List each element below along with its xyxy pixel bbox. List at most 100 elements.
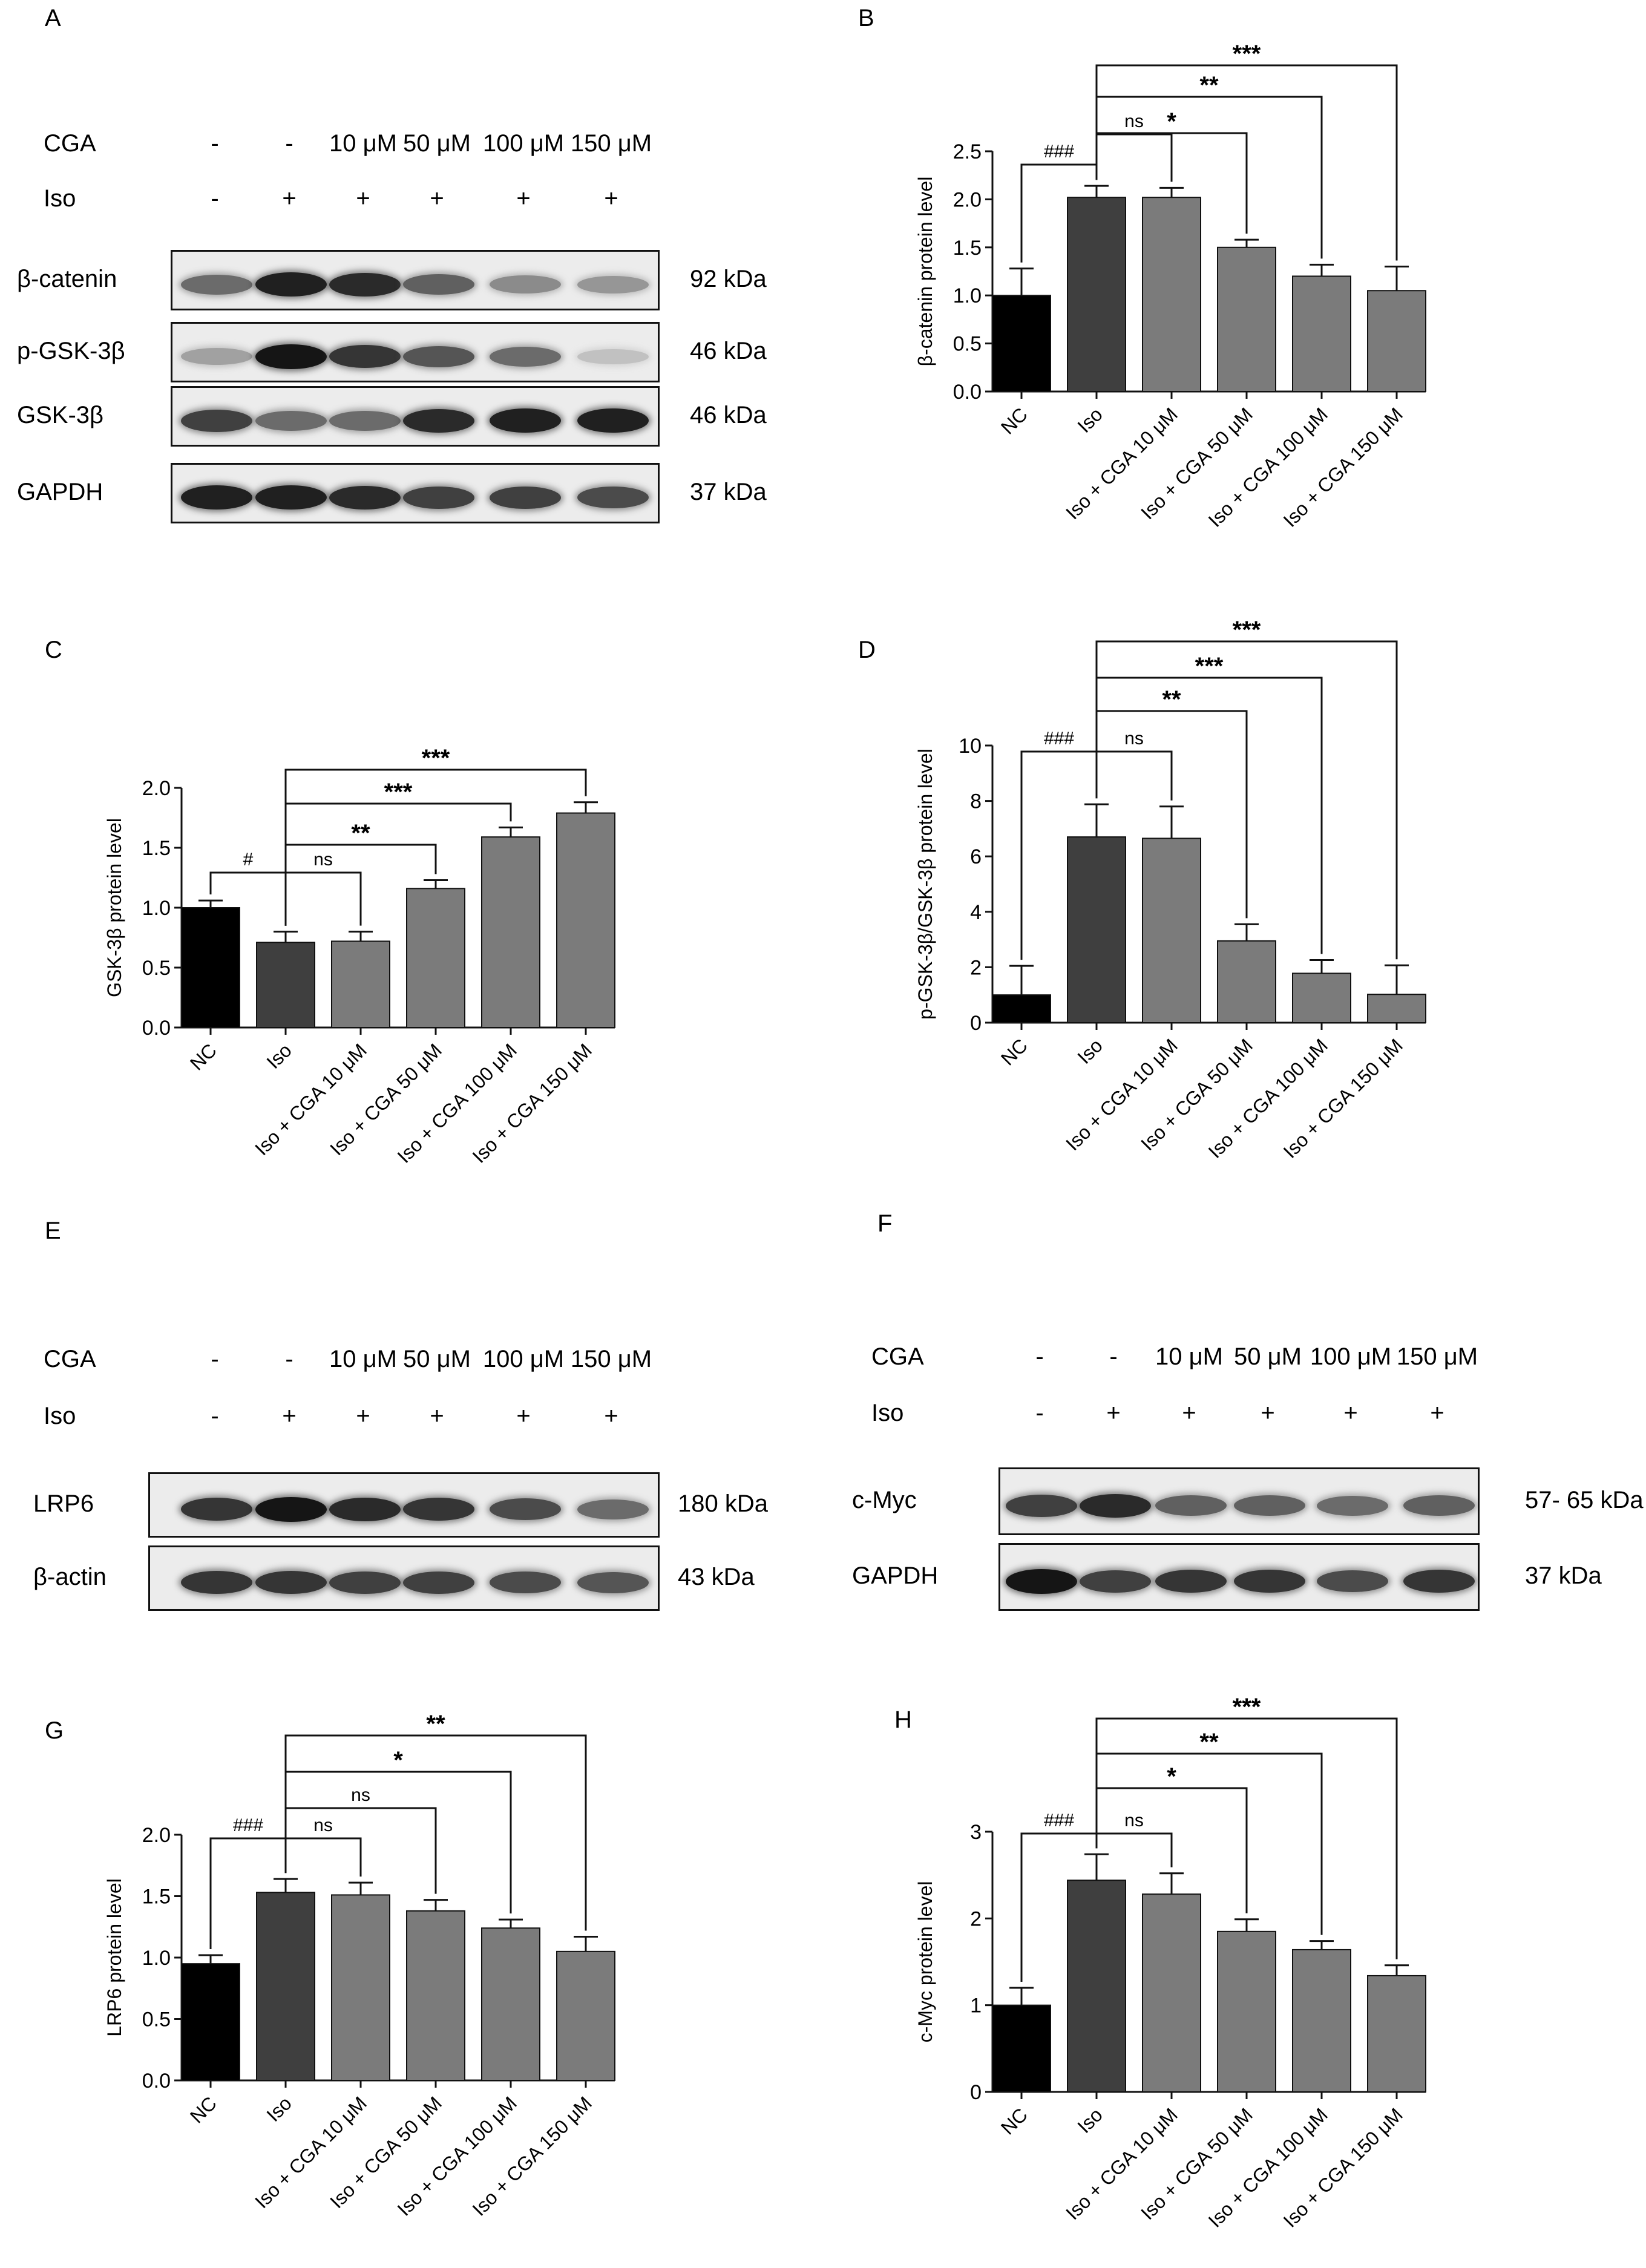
y-tick-label: 0 [970, 2081, 982, 2104]
bar [1217, 940, 1276, 1024]
protein-band [255, 344, 327, 369]
panel-letter-h: H [894, 1706, 912, 1733]
significance-bracket [1095, 133, 1173, 182]
panel-letter-d: D [858, 637, 876, 663]
protein-band [403, 1571, 474, 1594]
significance-bracket [1095, 1832, 1173, 1867]
x-tick-label: NC [997, 2103, 1032, 2139]
bar [1217, 1930, 1276, 2093]
bar [256, 942, 315, 1029]
protein-band [329, 272, 401, 297]
protein-band [490, 1572, 561, 1593]
significance-label: *** [1233, 41, 1261, 67]
x-tick-label: Iso [262, 2092, 296, 2126]
bar [406, 888, 465, 1028]
y-axis-label: LRP6 protein level [103, 1878, 125, 2036]
chart-b-beta-catenin: 0.0 0.5 1.0 1.5 2.0 2.5 β-catenin protein leve… [914, 41, 1426, 531]
x-tick-label: NC [186, 2092, 221, 2127]
bar [331, 1894, 390, 2081]
lane-label: + [1261, 1400, 1275, 1426]
significance-label: ### [233, 1815, 263, 1835]
significance-label: ** [1199, 1729, 1219, 1755]
protein-band [577, 349, 649, 364]
x-tick-label: NC [997, 403, 1032, 438]
treatment-label: CGA [44, 130, 96, 157]
bar [1292, 972, 1351, 1024]
bar [1292, 275, 1351, 392]
lane-label: + [356, 1403, 370, 1429]
lane-label: 100 μM [482, 1346, 565, 1372]
panel-letter-e: E [45, 1218, 61, 1244]
lane-label: + [516, 185, 531, 212]
x-tick-label: Iso [262, 1039, 296, 1073]
bar [992, 994, 1051, 1024]
molecular-weight-label: 43 kDa [678, 1564, 755, 1590]
significance-label: *** [1233, 617, 1261, 643]
protein-band [181, 348, 252, 365]
protein-band [1234, 1495, 1305, 1516]
blot-strip [171, 250, 660, 310]
panel-letter-c: C [45, 637, 62, 663]
lane-label: - [1035, 1400, 1044, 1426]
significance-bracket [1095, 677, 1323, 954]
bar [1217, 246, 1276, 392]
protein-band [1006, 1568, 1077, 1594]
significance-label: * [1167, 108, 1176, 135]
significance-label: ns [351, 1785, 370, 1805]
x-tick-label: Iso [1073, 1034, 1107, 1068]
y-axis-label: GSK-3β protein level [103, 818, 125, 997]
molecular-weight-label: 92 kDa [690, 266, 767, 292]
protein-band [181, 274, 252, 295]
significance-label: ns [1124, 729, 1144, 749]
significance-bracket [1095, 1752, 1323, 1935]
protein-band [181, 1498, 252, 1521]
lane-label: 150 μM [1396, 1343, 1478, 1370]
bar [256, 1892, 315, 2081]
bar [1367, 290, 1426, 393]
protein-band [255, 410, 327, 431]
y-axis-label: c-Myc protein level [914, 1881, 936, 2043]
y-tick-label: 2.0 [953, 188, 982, 211]
molecular-weight-label: 37 kDa [690, 479, 767, 505]
significance-bracket [1095, 1717, 1398, 1959]
y-tick-label: 0.5 [142, 2008, 171, 2031]
lane-label: 150 μM [570, 130, 652, 157]
protein-band [181, 1571, 252, 1594]
protein-band [1080, 1570, 1151, 1593]
panel-letter-f: F [877, 1210, 893, 1237]
protein-label: LRP6 [33, 1490, 94, 1517]
lane-label: - [211, 185, 219, 212]
significance-label: ns [1124, 111, 1144, 131]
significance-label: ### [1044, 142, 1074, 162]
protein-band [490, 275, 561, 293]
blot-strip [148, 1545, 660, 1611]
bar [1142, 837, 1201, 1023]
protein-band [329, 410, 401, 431]
significance-label: * [1167, 1763, 1176, 1790]
y-tick-label: 3 [970, 1821, 982, 1844]
significance-bracket [1095, 640, 1398, 960]
protein-band [1234, 1570, 1305, 1593]
treatment-label: Iso [44, 1403, 76, 1429]
x-tick-label: NC [186, 1039, 221, 1074]
significance-bracket [284, 871, 362, 926]
protein-band [577, 408, 649, 433]
significance-label: ns [1124, 1811, 1144, 1830]
y-tick-label: 1.5 [142, 1886, 171, 1909]
lane-label: + [604, 1403, 618, 1429]
significance-label: * [393, 1747, 403, 1774]
x-tick-label: Iso [1073, 2103, 1107, 2137]
y-tick-label: 2 [970, 1907, 982, 1930]
protein-band [403, 486, 474, 509]
significance-bracket [284, 769, 587, 926]
panel-letter-a: A [45, 5, 61, 31]
lane-label: - [285, 130, 293, 157]
y-tick-label: 6 [970, 845, 982, 868]
significance-bracket [1095, 750, 1173, 801]
lane-label: + [430, 185, 444, 212]
lane-label: - [211, 1403, 219, 1429]
protein-band [403, 1498, 474, 1521]
x-tick-label: Iso [1073, 403, 1107, 437]
y-tick-label: 0.0 [142, 1017, 171, 1040]
protein-band [1006, 1494, 1077, 1517]
